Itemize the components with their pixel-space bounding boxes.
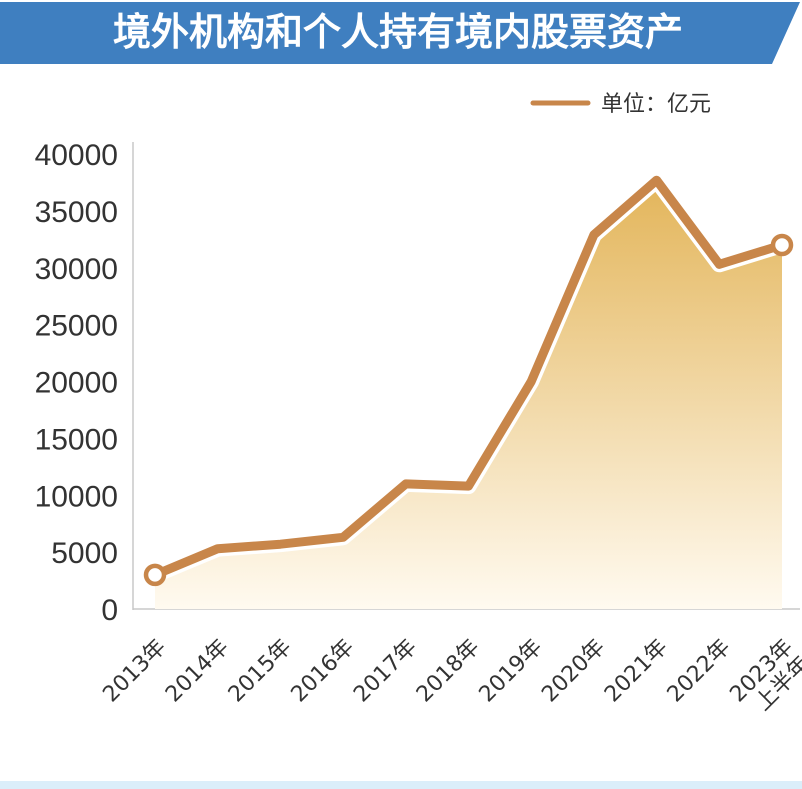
y-tick-label: 30000 <box>35 253 118 286</box>
x-tick-label-text: 2017年 <box>349 635 422 708</box>
x-tick-label: 2014年 <box>161 635 234 708</box>
x-tick-label: 2013年 <box>98 635 171 708</box>
y-tick-label: 15000 <box>35 423 118 456</box>
data-point <box>405 483 407 485</box>
y-tick-label: 35000 <box>35 196 118 229</box>
y-tick-label: 5000 <box>51 537 118 570</box>
x-tick-label: 2019年 <box>475 635 548 708</box>
x-tick-label: 2022年 <box>663 635 736 708</box>
x-tick-label-text: 2018年 <box>412 635 485 708</box>
data-point <box>468 485 469 487</box>
bottom-band <box>0 781 802 789</box>
y-tick-label: 40000 <box>35 139 118 172</box>
x-tick-label: 2016年 <box>287 635 360 708</box>
x-tick-label: 2020年 <box>537 635 610 708</box>
x-tick-label-text: 2013年 <box>98 635 171 708</box>
y-tick-label: 0 <box>101 594 118 627</box>
series-area <box>155 180 782 609</box>
x-tick-label: 2021年 <box>600 635 673 708</box>
x-tick-label-text: 2022年 <box>663 635 736 708</box>
x-tick-label: 2018年 <box>412 635 485 708</box>
legend-label: 单位：亿元 <box>601 92 711 117</box>
y-tick-label: 25000 <box>35 310 118 343</box>
data-point <box>770 233 794 257</box>
chart-title: 境外机构和个人持有境内股票资产 <box>113 10 683 54</box>
y-tick-label: 10000 <box>35 480 118 513</box>
data-point <box>593 234 595 236</box>
data-point <box>656 179 658 181</box>
x-tick-label: 2015年 <box>224 635 297 708</box>
data-point <box>530 381 532 382</box>
data-point <box>217 548 219 550</box>
data-point <box>279 543 281 545</box>
x-tick-label-text: 2015年 <box>224 635 297 708</box>
x-tick-label-text: 2021年 <box>600 635 673 708</box>
x-tick-label-text: 2020年 <box>537 635 610 708</box>
x-tick-label-text: 2016年 <box>287 635 360 708</box>
x-tick-label: 2017年 <box>349 635 422 708</box>
x-tick-label-text: 2014年 <box>161 635 234 708</box>
data-point <box>718 263 720 265</box>
y-tick-label: 20000 <box>35 367 118 400</box>
data-point <box>143 563 167 587</box>
title-banner <box>0 2 800 64</box>
x-tick-label-text: 2019年 <box>475 635 548 708</box>
data-point <box>342 536 344 538</box>
